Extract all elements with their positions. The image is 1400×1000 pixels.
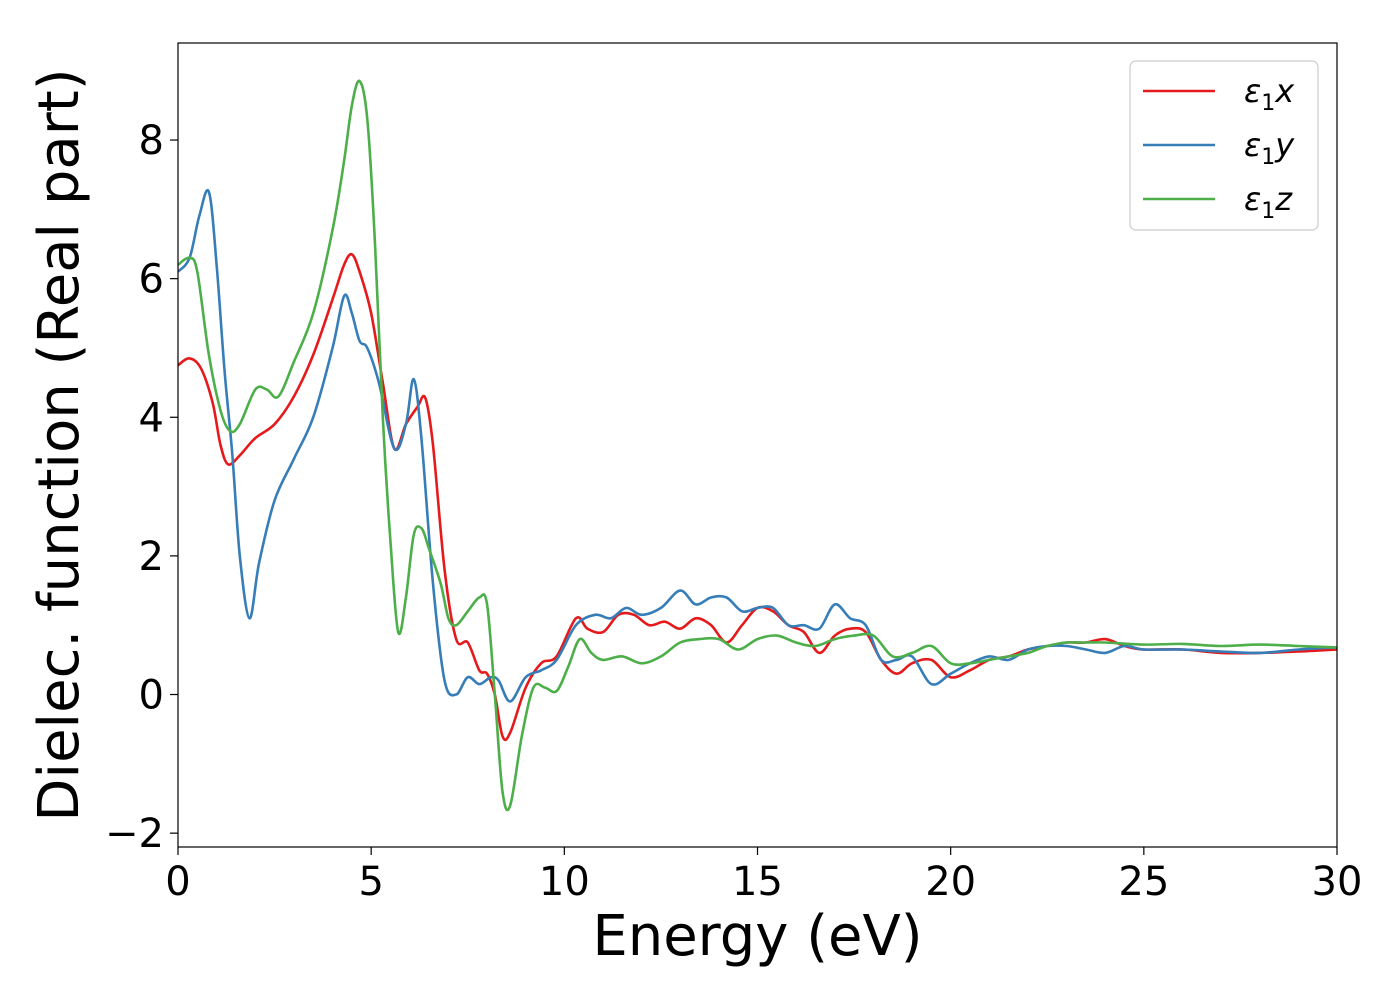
x-tick-label: 30 <box>1312 859 1363 905</box>
series-lines <box>178 79 1337 812</box>
x-tick-label: 5 <box>358 859 383 905</box>
x-tick-label: 25 <box>1118 859 1169 905</box>
series-line-z <box>178 79 1337 812</box>
x-axis-ticks: 0 5 10 15 20 25 30 <box>165 847 1362 905</box>
y-tick-label: 6 <box>139 257 164 303</box>
series-line-x <box>178 252 1337 742</box>
y-axis-ticks: −2 0 2 4 6 8 <box>105 118 178 857</box>
y-tick-label: 4 <box>139 395 164 441</box>
legend: ε1x ε1y ε1z <box>1129 60 1319 231</box>
legend-entry: ε1z <box>1244 180 1293 224</box>
series-line-y <box>178 188 1337 703</box>
legend-entry: ε1y <box>1244 126 1295 170</box>
y-axis-label: Dielec. function (Real part) <box>27 68 92 821</box>
x-axis-label: Energy (eV) <box>592 904 922 969</box>
y-tick-label: 2 <box>139 534 164 580</box>
y-tick-label: 8 <box>139 118 164 164</box>
x-tick-label: 10 <box>539 859 590 905</box>
legend-box <box>1129 60 1319 231</box>
x-tick-label: 15 <box>732 859 783 905</box>
x-tick-label: 0 <box>165 859 190 905</box>
x-tick-label: 20 <box>925 859 976 905</box>
legend-entry: ε1x <box>1244 72 1295 116</box>
y-tick-label: 0 <box>139 673 164 719</box>
y-tick-label: −2 <box>105 811 164 857</box>
